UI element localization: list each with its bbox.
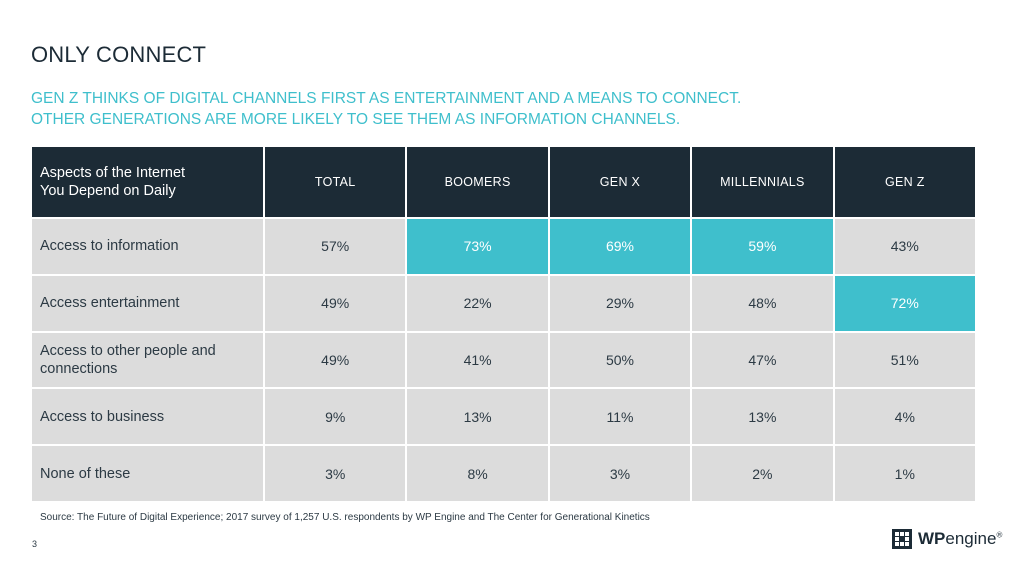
- subtitle-line-1: GEN Z THINKS OF DIGITAL CHANNELS FIRST A…: [31, 90, 742, 107]
- header-millennials: MILLENNIALS: [692, 147, 833, 217]
- table-cell: 48%: [692, 275, 833, 331]
- header-total: TOTAL: [265, 147, 406, 217]
- table-cell: 22%: [407, 275, 548, 331]
- header-gen-z: GEN Z: [834, 147, 975, 217]
- table-cell: 29%: [549, 275, 691, 331]
- header-label-line-1: Aspects of the Internet: [40, 165, 186, 181]
- row-label-business: Access to business: [32, 389, 263, 445]
- table-cell: 3%: [265, 446, 406, 501]
- row-label-text: Access to information: [40, 238, 179, 255]
- table-cell: 4%: [834, 389, 975, 445]
- row-label-connections: Access to other people and connections: [32, 332, 263, 388]
- wpengine-logo-icon: [892, 529, 912, 549]
- row-label-text: Access to business: [40, 408, 165, 425]
- table-cell: 47%: [692, 332, 833, 388]
- table-cell: 3%: [549, 446, 691, 501]
- table-cell: 43%: [834, 219, 975, 274]
- page-title: ONLY CONNECT: [31, 42, 207, 67]
- header-label-cell: Aspects of the Internet You Depend on Da…: [32, 147, 263, 217]
- page-number: 3: [32, 539, 38, 549]
- row-label-entertainment: Access entertainment: [32, 275, 263, 331]
- row-label-none: None of these: [32, 446, 263, 501]
- row-label-text: Access entertainment: [40, 295, 180, 312]
- row-label-text: None of these: [40, 465, 131, 482]
- table-cell: 49%: [265, 332, 406, 388]
- row-label-text: Access to other people and: [40, 342, 216, 359]
- table-cell: 57%: [265, 219, 406, 274]
- table-cell: 59%: [692, 219, 833, 274]
- table-cell: 73%: [407, 219, 548, 274]
- header-gen-x: GEN X: [549, 147, 691, 217]
- table-cell: 2%: [692, 446, 833, 501]
- table-cell: 8%: [407, 446, 548, 501]
- table-cell: 49%: [265, 275, 406, 331]
- table-cell: 69%: [549, 219, 691, 274]
- wpengine-logo: WPengine®: [892, 529, 1002, 549]
- table-cell: 13%: [407, 389, 548, 445]
- table-cell: 11%: [549, 389, 691, 445]
- table-cell: 1%: [834, 446, 975, 501]
- row-label-text-2: connections: [40, 360, 118, 377]
- table-cell: 13%: [692, 389, 833, 445]
- wpengine-logo-text: WPengine®: [918, 529, 1003, 548]
- subtitle-line-2: OTHER GENERATIONS ARE MORE LIKELY TO SEE…: [31, 111, 681, 128]
- row-label-information: Access to information: [32, 219, 263, 274]
- table-cell: 41%: [407, 332, 548, 388]
- header-boomers: BOOMERS: [407, 147, 548, 217]
- table-cell: 72%: [834, 275, 975, 331]
- source-note: Source: The Future of Digital Experience…: [40, 512, 650, 523]
- page-subtitle: GEN Z THINKS OF DIGITAL CHANNELS FIRST A…: [31, 88, 741, 130]
- header-label-line-2: You Depend on Daily: [40, 183, 176, 199]
- table-cell: 9%: [265, 389, 406, 445]
- table-cell: 50%: [549, 332, 691, 388]
- table-cell: 51%: [834, 332, 975, 388]
- data-table: Aspects of the Internet You Depend on Da…: [32, 147, 975, 501]
